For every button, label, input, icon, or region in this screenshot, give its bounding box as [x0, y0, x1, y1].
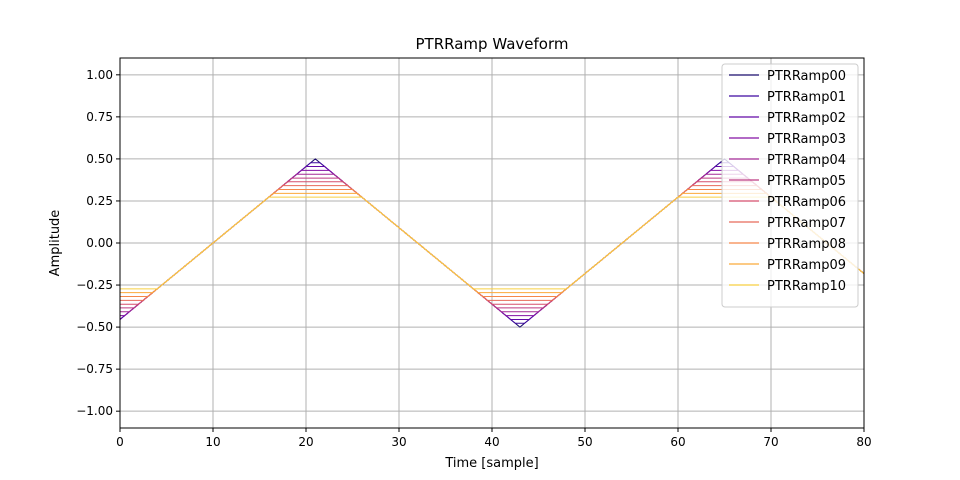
- legend: PTRRamp00 PTRRamp01 PTRRamp02 PTRRamp03 PTRR…: [721, 63, 859, 308]
- legend-label: PTRRamp06: [767, 195, 846, 210]
- legend-box: [721, 63, 859, 308]
- legend-label: PTRRamp07: [767, 216, 846, 231]
- x-tick-label: 0: [116, 435, 124, 449]
- y-tick-label: −1.00: [76, 404, 113, 418]
- y-tick-label: 0.25: [86, 194, 113, 208]
- x-tick-label: 80: [856, 435, 871, 449]
- y-tick-label: 0.75: [86, 110, 113, 124]
- y-tick-label: −0.75: [76, 362, 113, 376]
- legend-label: PTRRamp00: [767, 69, 846, 84]
- y-tick-label: 0.00: [86, 236, 113, 250]
- x-axis-ticks: 0 10 20 30 40 50 60 70 80: [116, 428, 872, 449]
- legend-label: PTRRamp05: [767, 174, 846, 189]
- y-tick-label: −0.25: [76, 278, 113, 292]
- y-axis-label: Amplitude: [48, 210, 63, 277]
- x-tick-label: 60: [670, 435, 685, 449]
- x-tick-label: 40: [484, 435, 499, 449]
- y-tick-label: 0.50: [86, 152, 113, 166]
- y-axis-ticks: −1.00 −0.75 −0.50 −0.25 0.00 0.25 0.50 0.75 1.00: [76, 68, 120, 418]
- x-tick-label: 30: [391, 435, 406, 449]
- legend-label: PTRRamp01: [767, 90, 846, 105]
- y-tick-label: 1.00: [86, 68, 113, 82]
- x-tick-label: 50: [577, 435, 592, 449]
- x-tick-label: 10: [205, 435, 220, 449]
- legend-label: PTRRamp04: [767, 153, 846, 168]
- x-tick-label: 20: [298, 435, 313, 449]
- y-tick-label: −0.50: [76, 320, 113, 334]
- chart-title: PTRRamp Waveform: [416, 35, 569, 53]
- x-axis-label: Time [sample]: [444, 456, 538, 471]
- legend-label: PTRRamp09: [767, 258, 846, 273]
- legend-label: PTRRamp10: [767, 279, 846, 294]
- legend-label: PTRRamp02: [767, 111, 846, 126]
- x-tick-label: 70: [763, 435, 778, 449]
- legend-label: PTRRamp03: [767, 132, 846, 147]
- legend-label: PTRRamp08: [767, 237, 846, 252]
